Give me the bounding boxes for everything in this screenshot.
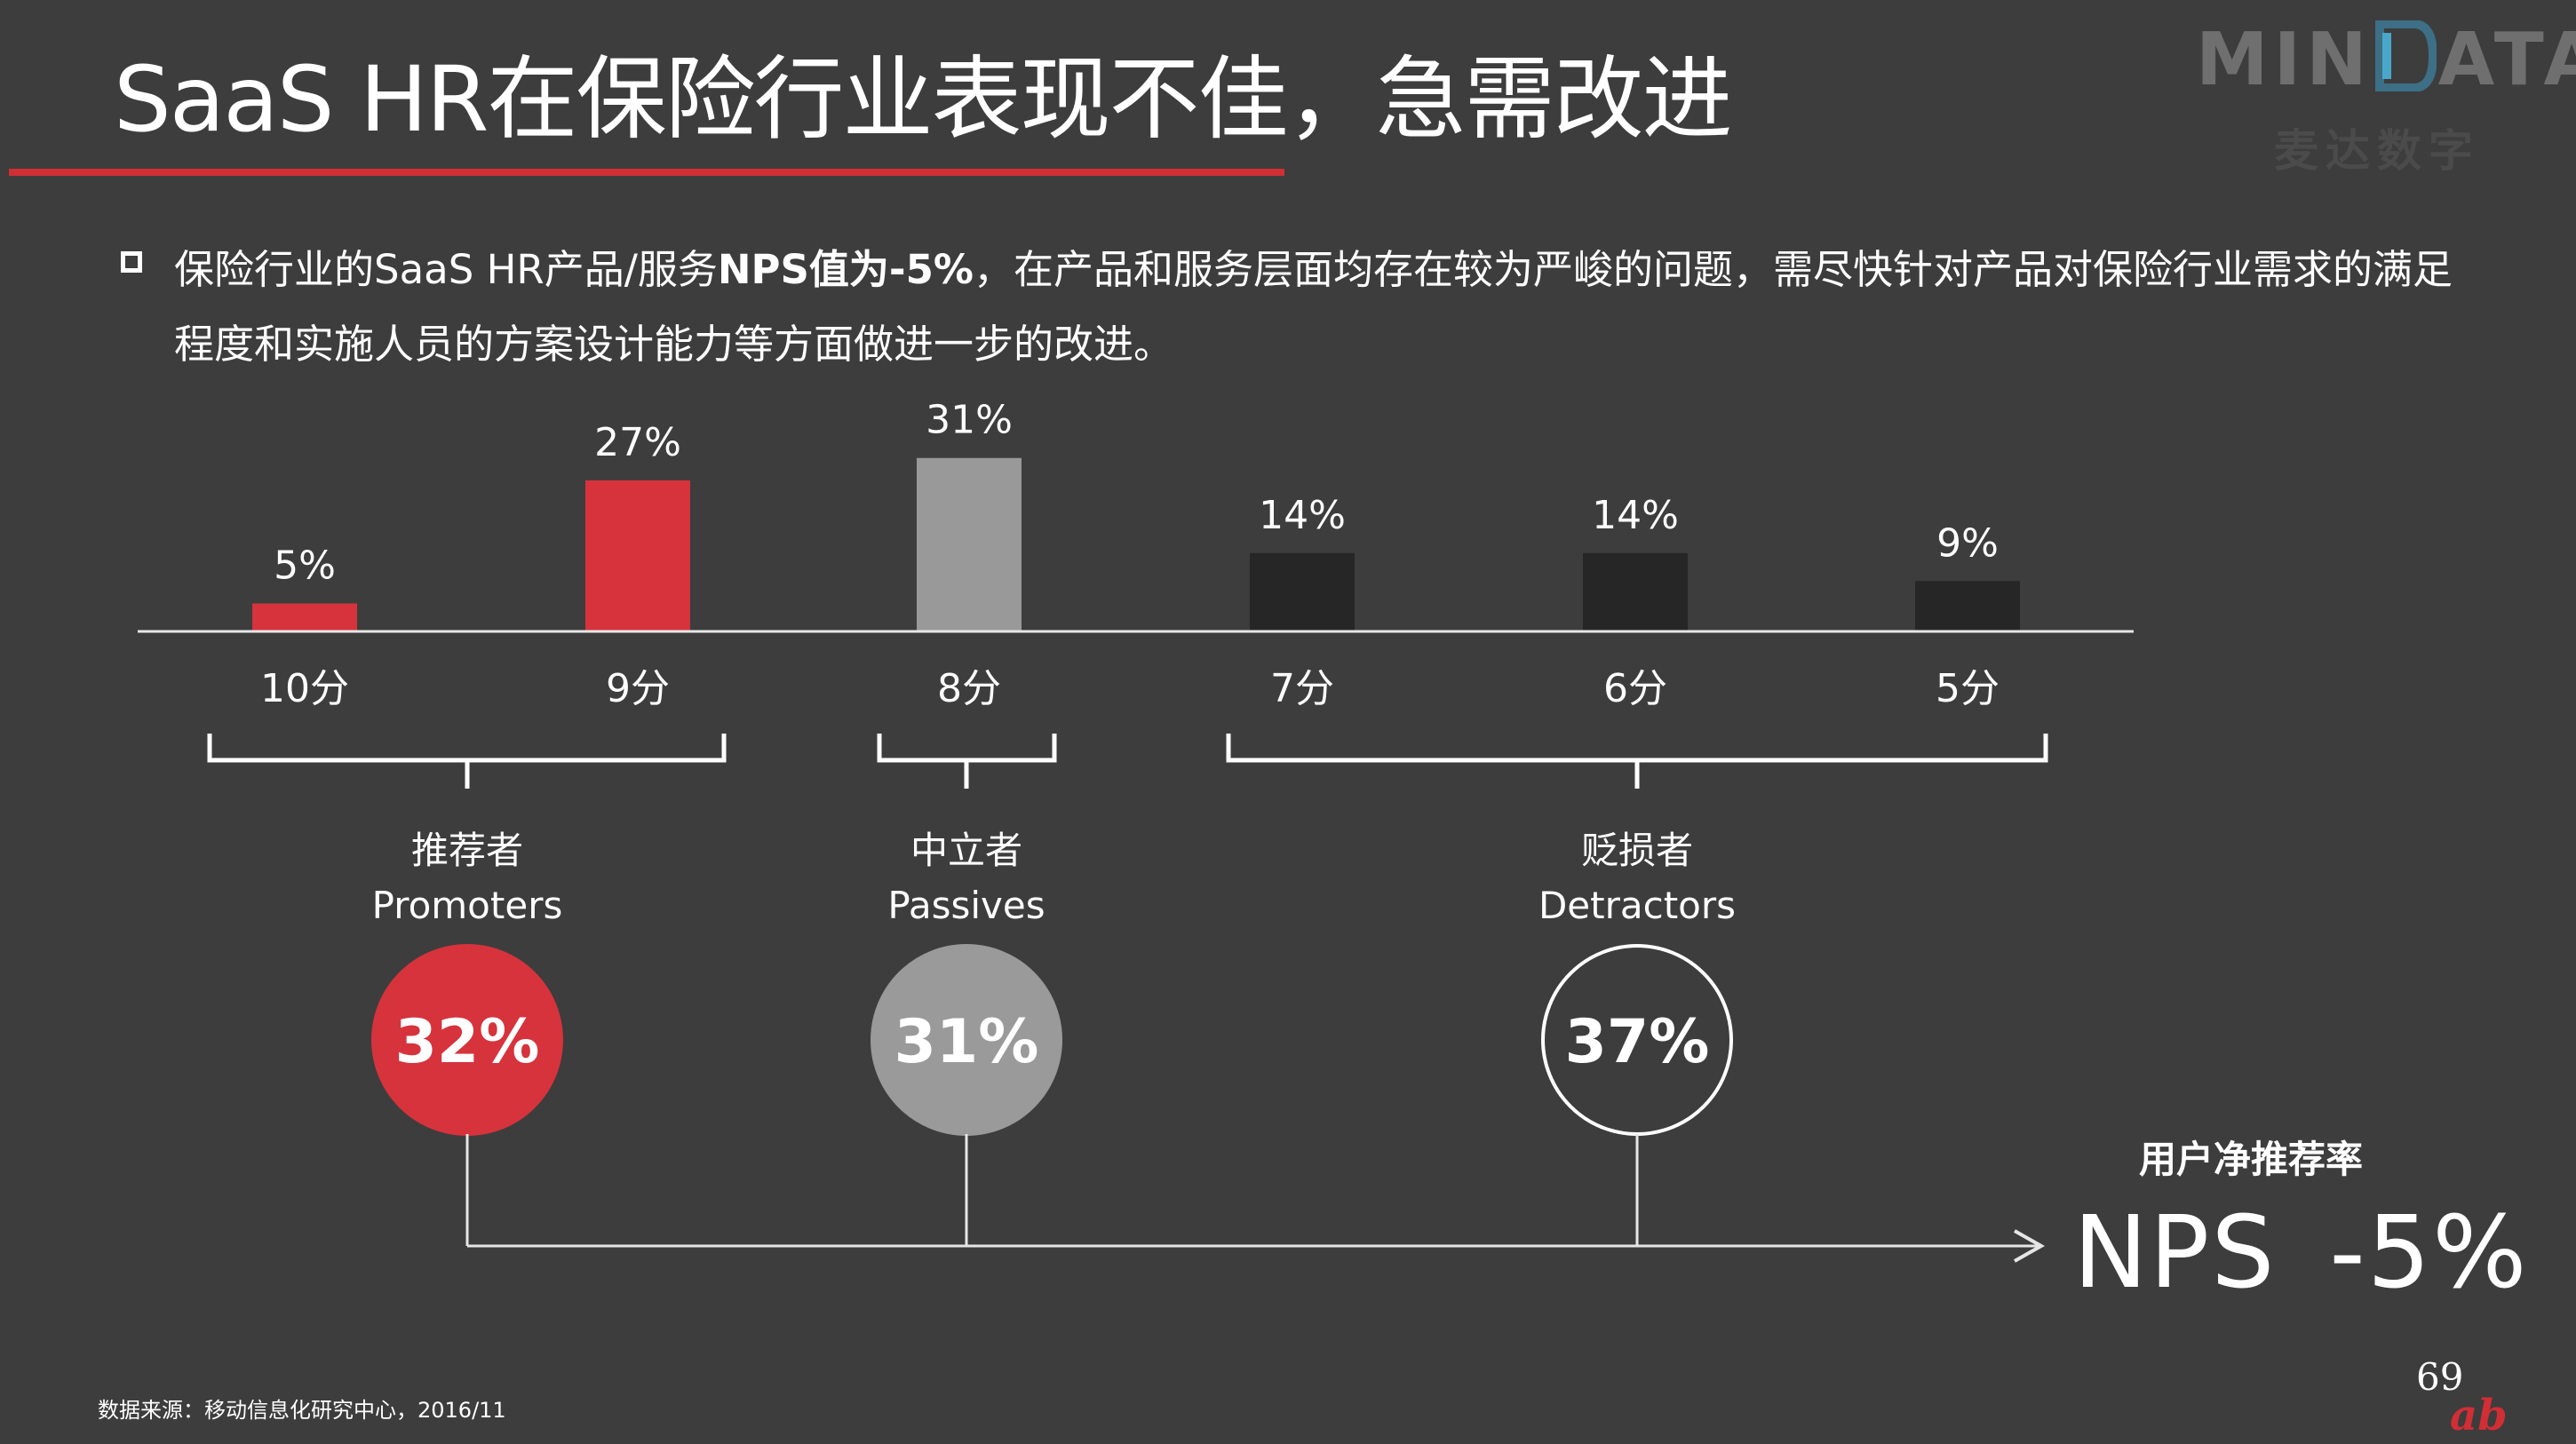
nps-label: 用户净推荐率 <box>2139 1138 2364 1181</box>
data-label-1: 27% <box>594 420 681 465</box>
page-number: 69 <box>2416 1355 2464 1399</box>
title-underline <box>9 169 1284 176</box>
bracket-passives <box>877 734 1057 789</box>
bracket-promoters <box>207 734 727 789</box>
bar-0 <box>252 603 357 631</box>
logo-word-left: MIN <box>2196 18 2373 102</box>
bar-5 <box>1915 581 2020 631</box>
logo-word-right: ATA <box>2437 18 2576 102</box>
summary-post: ，在产品和服务层面均存在较为严峻的问题，需尽快针对产品对保险行业需求的满足程度和… <box>174 246 2453 368</box>
group-percent-0: 32% <box>395 1007 540 1077</box>
bar-3 <box>1250 552 1355 631</box>
page-title: SaaS HR在保险行业表现不佳，急需改进 <box>114 47 1732 153</box>
group-label-cn-1: 中立者 <box>910 829 1022 872</box>
data-label-0: 5% <box>274 543 336 589</box>
x-tick-label-3: 7分 <box>1270 666 1334 711</box>
x-tick-label-1: 9分 <box>606 666 670 711</box>
x-tick-label-4: 6分 <box>1603 666 1667 711</box>
brand-mark-icon: ab <box>2450 1391 2508 1440</box>
group-label-cn-2: 贬损者 <box>1581 829 1693 872</box>
nps-value: -5% <box>2329 1195 2529 1311</box>
bar-4 <box>1583 552 1688 631</box>
x-tick-label-5: 5分 <box>1936 666 2000 711</box>
arrow-head-icon <box>2014 1229 2046 1263</box>
bracket-detractors <box>1226 734 2048 789</box>
summary-pre: 保险行业的SaaS HR产品/服务 <box>174 246 718 293</box>
group-label-en-2: Detractors <box>1538 884 1736 927</box>
data-label-2: 31% <box>926 398 1013 443</box>
summary-highlight: NPS值为-5% <box>717 246 974 293</box>
bar-2 <box>917 457 1022 631</box>
logo-subtitle: 麦达数字 <box>2274 125 2480 177</box>
group-brackets <box>207 734 2048 789</box>
connector-lines <box>465 1134 2046 1263</box>
group-label-en-0: Promoters <box>372 884 563 927</box>
group-circles: 推荐者 Promoters 32% 中立者 Passives 31% 贬损者 Detracto… <box>371 829 1736 1136</box>
logo-d-icon <box>2374 20 2437 92</box>
summary-text: 保险行业的SaaS HR产品/服务NPS值为-5%，在产品和服务层面均存在较为严… <box>174 233 2484 382</box>
bar-series: 5% 27% 31% 14% 14% 9% <box>252 398 2020 631</box>
group-percent-1: 31% <box>894 1007 1039 1077</box>
group-label-en-1: Passives <box>887 884 1045 927</box>
group-label-cn-0: 推荐者 <box>411 829 523 872</box>
data-source: 数据来源：移动信息化研究中心，2016/11 <box>98 1398 506 1423</box>
nps-result: NPS -5% <box>2073 1195 2529 1311</box>
data-label-3: 14% <box>1259 493 1346 538</box>
x-tick-label-0: 10分 <box>260 666 349 711</box>
x-tick-label-2: 8分 <box>937 666 1001 711</box>
x-tick-labels: 10分 9分 8分 7分 6分 5分 <box>260 666 2000 711</box>
bar-1 <box>585 480 690 631</box>
data-label-4: 14% <box>1592 493 1679 538</box>
nps-name: NPS <box>2073 1195 2277 1311</box>
data-label-5: 9% <box>1936 520 1999 566</box>
bullet-square-icon <box>121 251 142 273</box>
group-percent-2: 37% <box>1565 1007 1710 1077</box>
logo-wordmark: MIN ATA <box>2196 18 2576 102</box>
